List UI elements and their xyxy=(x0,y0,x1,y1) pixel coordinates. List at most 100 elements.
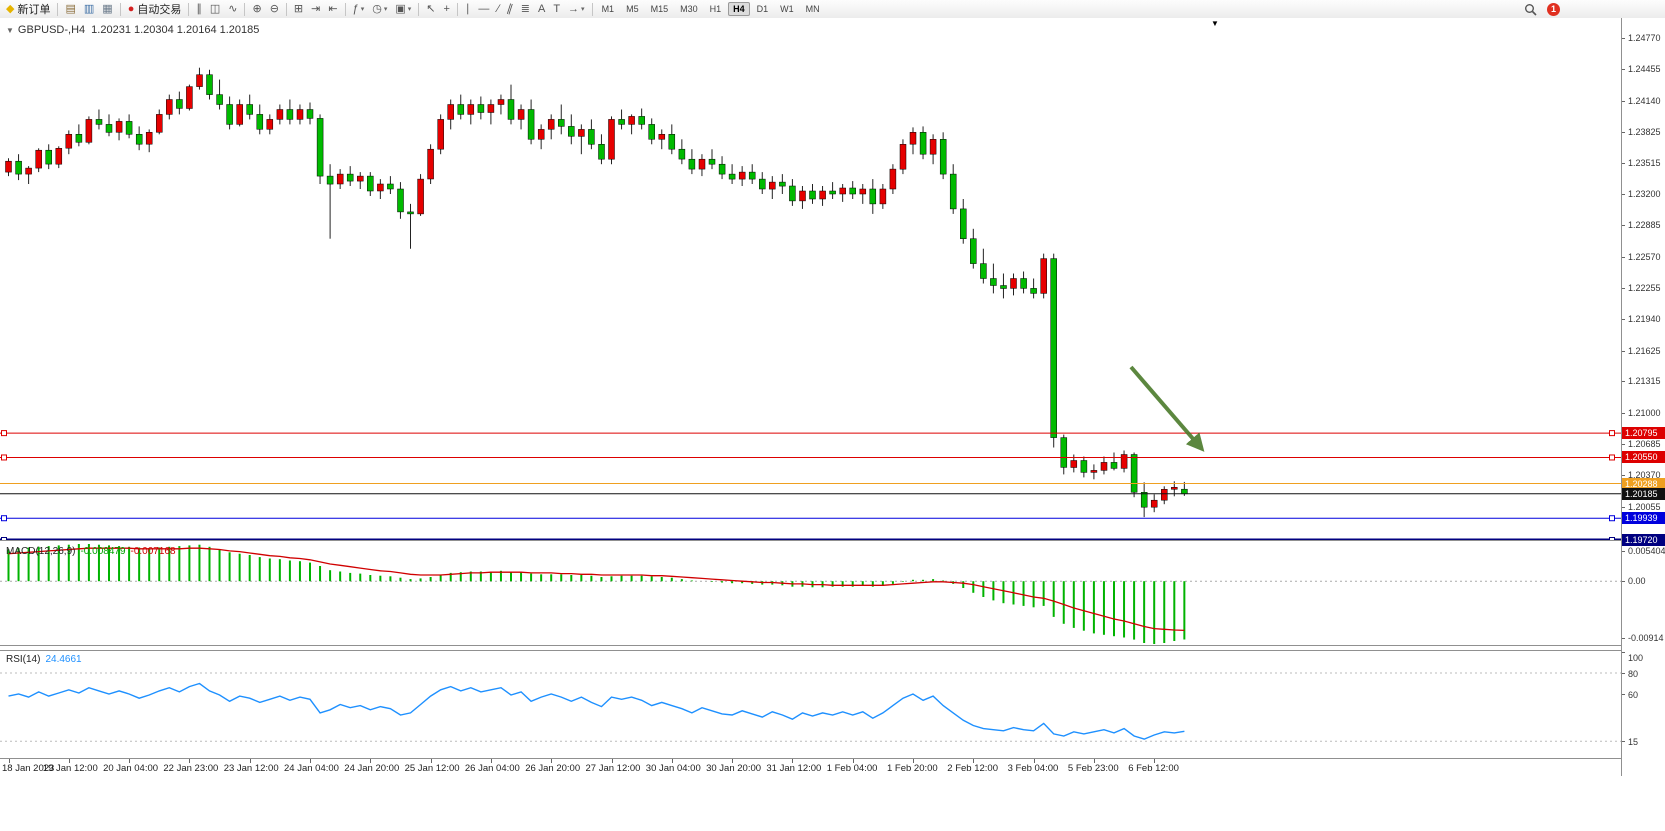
autotrading-button[interactable]: ● 自动交易 xyxy=(125,1,185,17)
periods-button[interactable]: ◷ ▾ xyxy=(369,1,390,17)
time-axis-tick xyxy=(1154,759,1156,763)
timeframe-h4-button[interactable]: H4 xyxy=(728,2,750,16)
hline-handle[interactable] xyxy=(1,430,7,437)
candle-body xyxy=(909,132,917,145)
marketwatch-button[interactable]: ▥ xyxy=(81,1,97,17)
periods-icon: ◷ xyxy=(372,3,382,15)
time-axis-tick xyxy=(8,759,10,763)
notification-badge[interactable]: 1 xyxy=(1547,2,1560,16)
chart-shift-marker[interactable]: ▼ xyxy=(1211,19,1219,28)
timeframe-m5-button[interactable]: M5 xyxy=(626,4,639,14)
pane-separator[interactable] xyxy=(0,758,1665,759)
zoom-in-button[interactable]: ⊕ xyxy=(249,1,264,17)
toolbar-separator xyxy=(418,2,420,16)
timeframe-m30-button[interactable]: M30 xyxy=(680,4,698,14)
candle-body xyxy=(970,238,977,264)
trendline-button[interactable]: ∕ xyxy=(494,1,502,17)
candlestick-chart-button[interactable]: ◫ xyxy=(207,1,223,17)
horizontal-line-button[interactable]: — xyxy=(475,1,492,17)
text-button[interactable]: A xyxy=(535,1,548,17)
candle-body xyxy=(879,188,887,205)
timeframe-mn-button[interactable]: MN xyxy=(805,4,820,14)
new-order-button[interactable]: ◆ 新订单 xyxy=(3,1,53,17)
candle-body xyxy=(1090,470,1098,473)
chart-area[interactable]: ▼ GBPUSD-,H4 1.20231 1.20304 1.20164 1.201… xyxy=(0,18,1665,831)
pane-separator[interactable] xyxy=(0,650,1665,651)
cursor-button[interactable]: ↖ xyxy=(423,1,438,17)
charts-profile-button[interactable]: ▤ xyxy=(62,1,78,17)
rsi-axis-label: 15 xyxy=(1628,737,1639,748)
candle-body xyxy=(949,173,957,210)
equidistant-channel-button[interactable]: ∥ xyxy=(504,1,516,17)
time-axis-label: 24 Jan 04:00 xyxy=(284,763,339,774)
rsi-pane[interactable] xyxy=(0,652,1622,757)
candle-body xyxy=(829,190,836,195)
tile-windows-button[interactable]: ⊞ xyxy=(291,1,306,17)
time-axis-tick xyxy=(68,759,70,763)
candle-body xyxy=(578,129,585,137)
hline-handle[interactable] xyxy=(1609,537,1615,541)
zoom-out-button[interactable]: ⊖ xyxy=(267,1,282,17)
line-chart-button[interactable]: ∿ xyxy=(225,1,240,17)
auto-scroll-button[interactable]: ⇥ xyxy=(308,1,323,17)
candle-body xyxy=(316,118,324,177)
price-axis-label: 1.21315 xyxy=(1628,376,1661,387)
candle-body xyxy=(889,168,897,190)
time-axis-label: 31 Jan 12:00 xyxy=(766,763,822,774)
candle-body xyxy=(75,134,83,143)
chart-shift-button[interactable]: ⇤ xyxy=(325,1,340,17)
candle-body xyxy=(1161,489,1168,501)
timeframe-m1-button[interactable]: M1 xyxy=(601,4,615,14)
trend-arrow[interactable] xyxy=(1129,365,1205,452)
candle-body xyxy=(417,178,424,215)
dropdown-arrow-icon: ▾ xyxy=(360,6,365,13)
candle-body xyxy=(35,149,42,169)
time-axis-label: 27 Jan 12:00 xyxy=(585,763,641,774)
time-axis-label: 18 Jan 2023 xyxy=(2,763,55,774)
candles xyxy=(5,67,1188,518)
indicators-button[interactable]: ƒ ▾ xyxy=(350,1,368,17)
timeframe-d1-button[interactable]: D1 xyxy=(756,4,769,14)
collapse-triangle-icon[interactable]: ▼ xyxy=(6,26,14,35)
candle-body xyxy=(1020,278,1027,289)
crosshair-button[interactable]: + xyxy=(440,1,452,17)
rsi-line xyxy=(8,682,1185,740)
time-axis-label: 22 Jan 23:00 xyxy=(163,763,219,774)
fibonacci-button[interactable]: ≣ xyxy=(518,1,533,17)
dropdown-arrow-icon: ▾ xyxy=(581,6,585,13)
main-price-pane[interactable] xyxy=(0,18,1622,540)
chart-shift-icon: ⇤ xyxy=(328,3,338,15)
hline-handle[interactable] xyxy=(1609,430,1615,437)
label-button[interactable]: T xyxy=(550,1,563,17)
candle-body xyxy=(256,114,264,130)
hline-handle[interactable] xyxy=(1609,515,1615,522)
candle-body xyxy=(65,134,73,149)
arrows-button[interactable]: → ▾ xyxy=(565,1,588,17)
bar-chart-button[interactable]: ∥ xyxy=(193,1,205,17)
horizontal-line-icon: — xyxy=(478,3,490,15)
time-axis[interactable]: 18 Jan 2023 19 Jan 12:00 20 Jan 04:00 22 Ja… xyxy=(0,759,1622,779)
hline-handle[interactable] xyxy=(1,515,7,522)
timeframe-h1-button[interactable]: H1 xyxy=(709,4,722,14)
search-button[interactable] xyxy=(1521,1,1540,17)
toolbar-separator xyxy=(591,2,593,16)
candle-body xyxy=(437,119,444,150)
candle-body xyxy=(357,175,364,182)
data-window-button[interactable]: ▦ xyxy=(99,1,115,17)
templates-button[interactable]: ▣ ▾ xyxy=(392,1,414,17)
pane-separator[interactable] xyxy=(0,645,1665,646)
timeframe-m15-button[interactable]: M15 xyxy=(650,4,669,14)
price-axis-label: 1.21625 xyxy=(1628,345,1661,356)
timeframe-w1-button[interactable]: W1 xyxy=(780,4,794,14)
pane-separator[interactable] xyxy=(0,540,1665,541)
macd-pane[interactable] xyxy=(0,544,1622,644)
hline-handle[interactable] xyxy=(1,454,7,461)
candle-body xyxy=(1181,488,1188,495)
hline-handle[interactable] xyxy=(1,537,7,541)
vertical-line-button[interactable]: ∣ xyxy=(462,1,474,17)
price-axis[interactable]: 1.20795 1.20550 1.20288 1.20185 1.19939 1.197… xyxy=(1622,18,1665,776)
toolbar-separator xyxy=(285,2,287,16)
arrows-icon: → xyxy=(568,3,580,15)
hline-handle[interactable] xyxy=(1609,454,1615,461)
